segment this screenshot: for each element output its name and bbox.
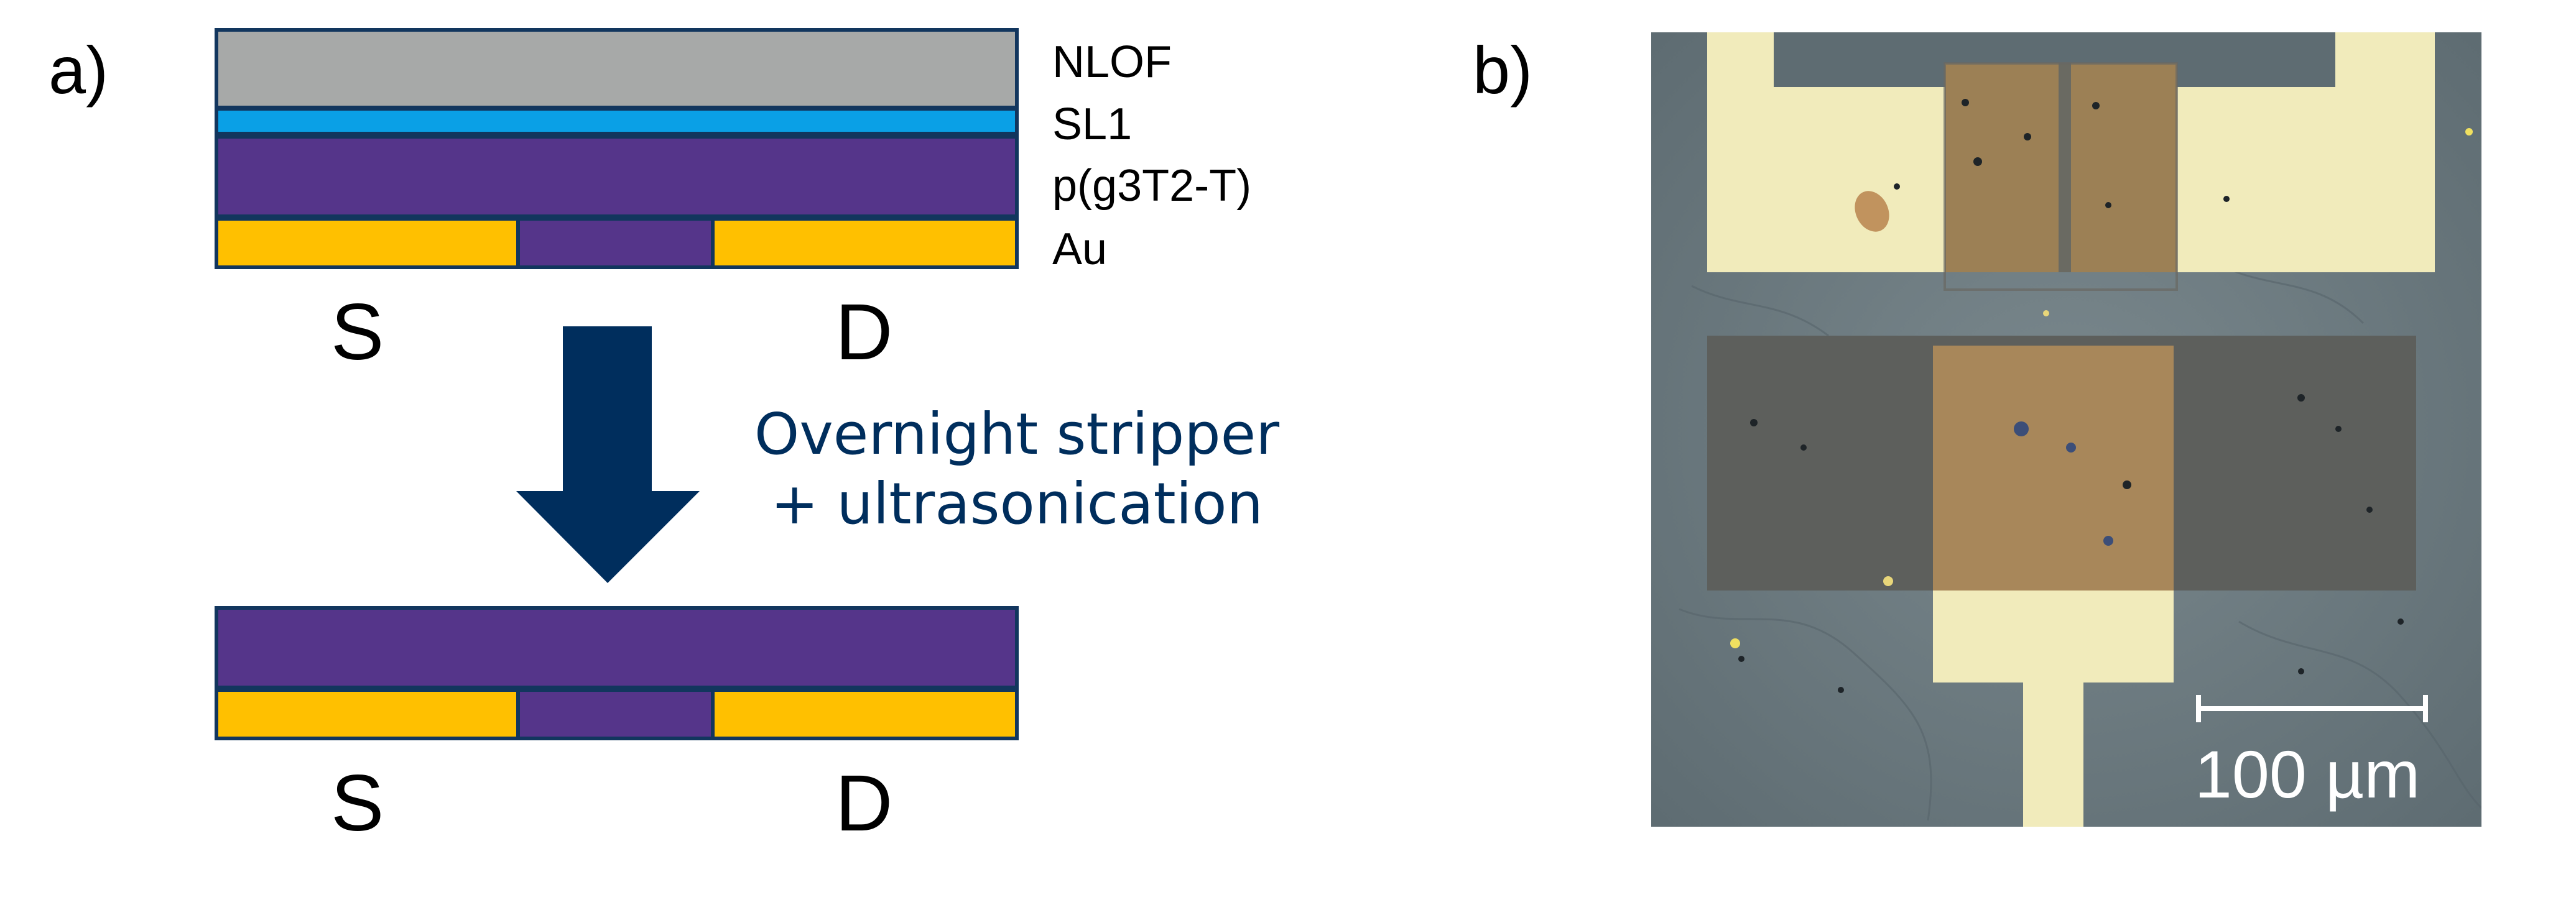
source-label-after: S (331, 759, 384, 848)
top-polymer-frame (1944, 62, 2178, 291)
panel-b-label: b) (1473, 32, 1532, 108)
polymer-layer (215, 135, 1019, 218)
sl1-layer (215, 107, 1019, 136)
center-pad (1933, 346, 2174, 591)
layer-label-sl1: SL1 (1052, 99, 1132, 149)
center-pad-light (1933, 591, 2174, 682)
top-electrode (1707, 32, 2435, 272)
layer-label-polymer: p(g3T2-T) (1052, 161, 1251, 211)
process-label-line2: + ultrasonication (771, 471, 1263, 537)
top-patch-left (1945, 63, 2059, 272)
top-patch-right (2071, 63, 2177, 272)
drain-electrode (711, 217, 1019, 269)
source-label-before: S (331, 288, 384, 377)
scale-bar-label: 100 µm (2195, 737, 2420, 812)
layer-label-au: Au (1052, 224, 1107, 274)
layer-stack-before (215, 28, 1019, 269)
dust-specks (1738, 99, 2404, 693)
particle-bright-2 (2043, 310, 2049, 316)
drain-label-before: D (835, 288, 892, 377)
source-electrode (215, 217, 520, 269)
top-finger-left (1774, 75, 1945, 272)
drain-label-after: D (835, 759, 892, 848)
process-label-line1: Overnight stripper (754, 401, 1279, 467)
nlof-layer (215, 28, 1019, 109)
polymer-layer-after (215, 606, 1019, 689)
panel-a-label: a) (49, 32, 108, 108)
channel-polymer (516, 217, 715, 269)
channel-polymer-after (516, 688, 715, 740)
particle-bright-3 (2465, 128, 2473, 136)
drain-electrode-after (711, 688, 1019, 740)
particle (1855, 191, 1889, 232)
micrograph: 100 µm (1651, 32, 2481, 827)
layer-label-nlof: NLOF (1052, 37, 1172, 87)
top-channel-gap (2059, 63, 2071, 272)
particle-bright-1 (1883, 576, 1893, 586)
pad-lead (2023, 682, 2083, 827)
particle-bright-4 (1730, 638, 1740, 648)
scale-bar (2196, 695, 2428, 722)
layer-stack-after (215, 606, 1019, 740)
process-arrow (516, 326, 700, 583)
source-electrode-after (215, 688, 520, 740)
